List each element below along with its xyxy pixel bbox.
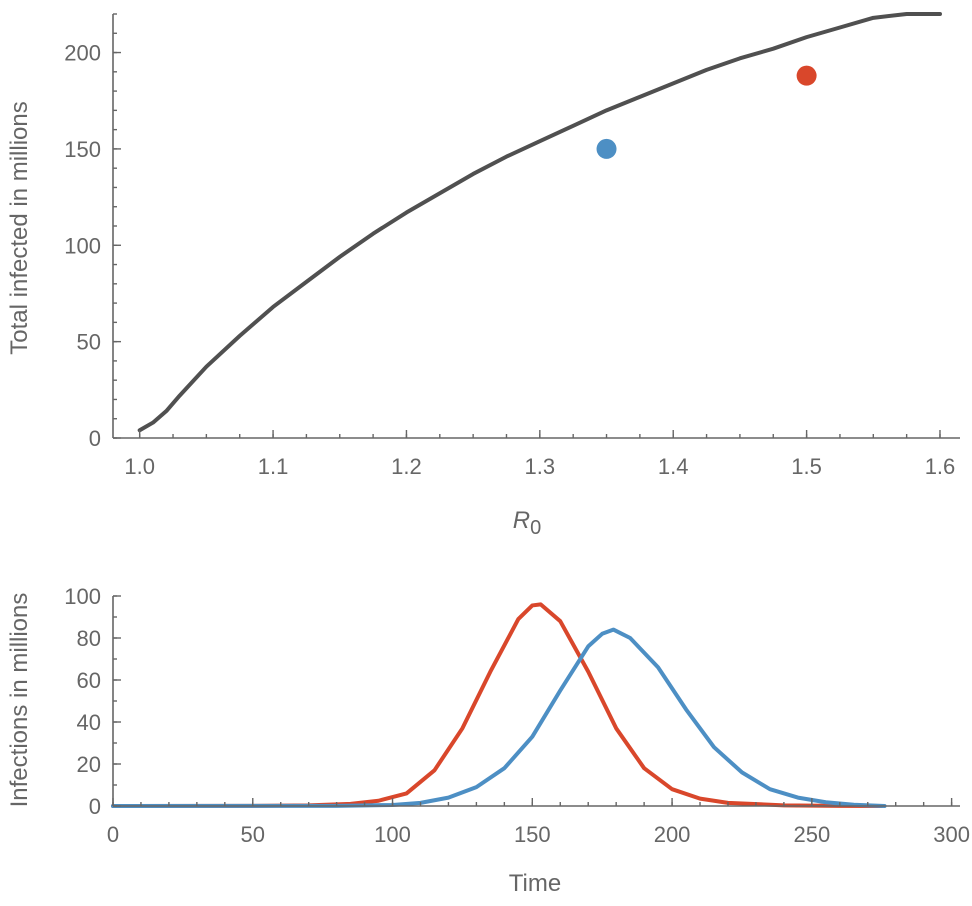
p0-highlight-point-1 <box>796 65 817 86</box>
p1-x-tick-label: 200 <box>654 822 691 847</box>
p1-x-tick-label: 250 <box>793 822 830 847</box>
total-infected-chart: 1.0 1.1 1.2 1.3 1.4 1.5 1.6 0 50 100 150 200 Total… <box>6 12 960 539</box>
p0-points-layer <box>596 65 817 159</box>
p1-y-tick-label: 100 <box>64 584 101 609</box>
p1-x-tick-label: 100 <box>374 822 411 847</box>
p1-y-tick-label: 0 <box>89 794 101 819</box>
p0-y-tick-label: 150 <box>64 137 101 162</box>
p0-x-axis-title-subscript: 0 <box>530 517 541 539</box>
p0-series-layer <box>137 12 942 433</box>
p0-series-line-0 <box>137 12 942 433</box>
p0-y-axis-title: Total infected in millions <box>6 101 33 354</box>
p0-x-tick-label: 1.3 <box>525 454 556 479</box>
p1-y-ticks: 0 20 40 60 80 100 <box>64 584 121 819</box>
p0-y-tick-label: 0 <box>89 426 101 451</box>
p0-x-tick-label: 1.4 <box>658 454 689 479</box>
p0-x-tick-label: 1.0 <box>124 454 155 479</box>
p0-x-tick-label: 1.6 <box>925 454 956 479</box>
p1-series-line-1 <box>111 627 887 808</box>
p1-x-tick-label: 300 <box>933 822 970 847</box>
p1-x-axis-title: Time <box>509 870 561 897</box>
p1-x-tick-label: 0 <box>107 822 119 847</box>
p0-y-tick-label: 50 <box>77 330 101 355</box>
p0-y-tick-label: 200 <box>64 41 101 66</box>
p1-x-tick-label: 50 <box>241 822 265 847</box>
p0-x-tick-label: 1.2 <box>391 454 422 479</box>
p0-y-tick-label: 100 <box>64 233 101 258</box>
p0-x-axis-title: R0 <box>513 507 541 539</box>
p0-y-ticks: 0 50 100 150 200 <box>64 13 121 451</box>
p1-x-ticks: 0 50 100 150 200 250 300 <box>107 798 970 847</box>
infections-over-time-chart: 0 50 100 150 200 250 300 0 20 40 60 80 100 Infectio… <box>6 584 970 897</box>
p0-x-ticks: 1.0 1.1 1.2 1.3 1.4 1.5 1.6 <box>124 430 955 479</box>
p1-series-layer <box>111 602 887 808</box>
p0-x-tick-label: 1.1 <box>258 454 289 479</box>
p0-x-axis-title-main: R <box>513 507 530 534</box>
p1-y-tick-label: 20 <box>77 752 101 777</box>
p1-y-tick-label: 60 <box>77 668 101 693</box>
p1-y-tick-label: 80 <box>77 626 101 651</box>
p0-x-tick-label: 1.5 <box>791 454 822 479</box>
p1-y-axis-title: Infections in millions <box>6 593 33 808</box>
p0-highlight-point-0 <box>596 138 617 159</box>
p1-y-tick-label: 40 <box>77 710 101 735</box>
p1-x-tick-label: 150 <box>514 822 551 847</box>
p1-series-line-0 <box>111 602 884 808</box>
